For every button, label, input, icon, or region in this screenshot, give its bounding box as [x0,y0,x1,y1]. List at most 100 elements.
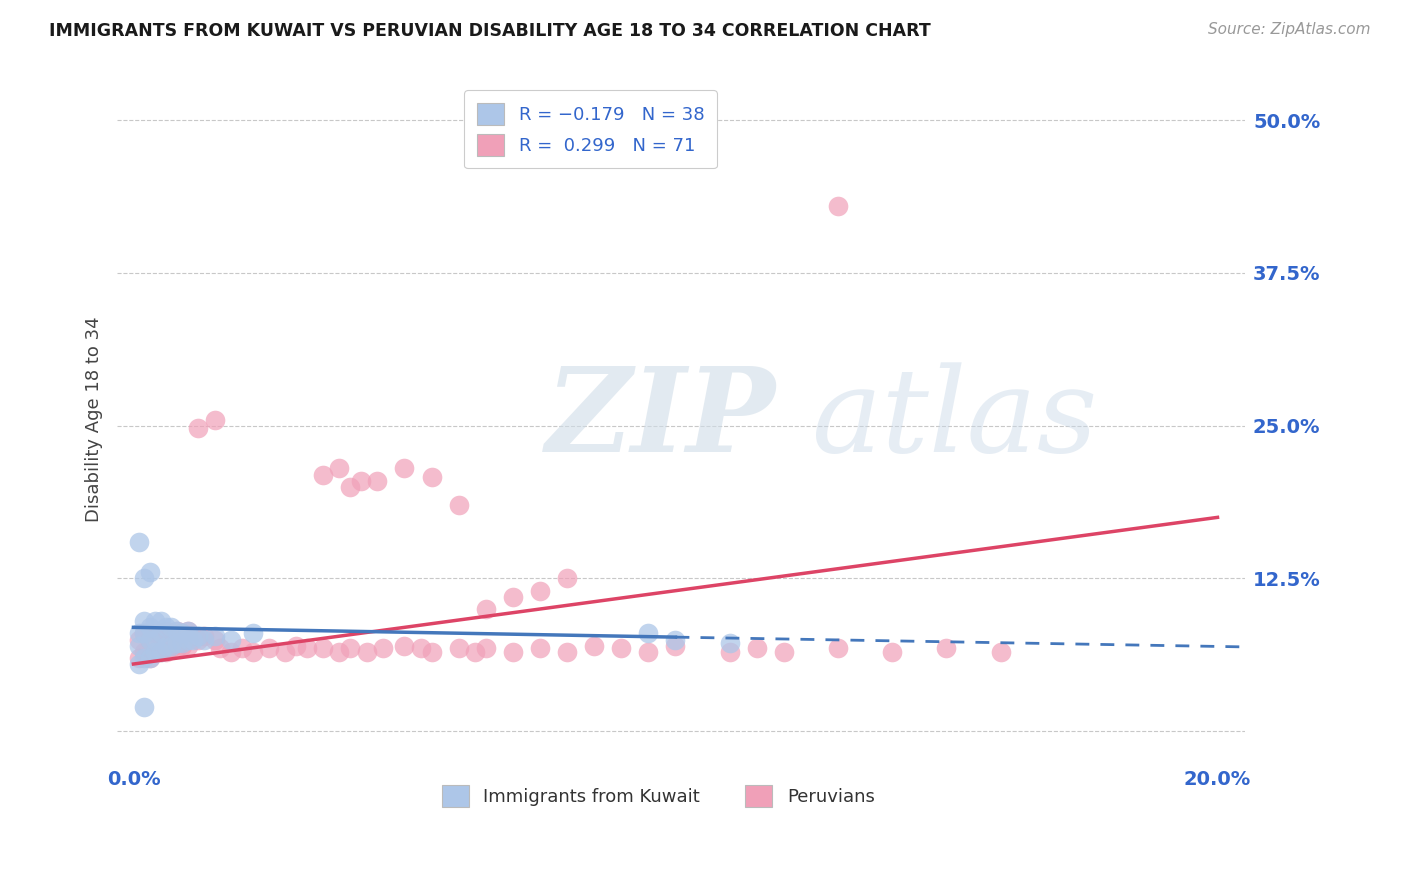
Point [143,632,166,647]
Point [172,626,194,640]
Point [328,461,350,475]
Point [149,626,172,640]
Point [149,645,172,659]
Point [143,645,166,659]
Point [420,470,443,484]
Point [474,641,496,656]
Point [172,626,194,640]
Point [555,572,578,586]
Point [166,624,188,638]
Point [637,645,659,659]
Point [172,639,194,653]
Point [187,629,209,643]
Point [128,626,150,640]
Point [193,632,215,647]
Point [176,632,198,647]
Point [160,626,183,640]
Point [366,474,388,488]
Point [155,645,177,659]
Point [155,620,177,634]
Point [166,636,188,650]
Point [583,639,606,653]
Point [637,626,659,640]
Point [312,467,335,482]
Point [128,639,150,653]
Point [464,645,486,659]
Point [149,614,172,628]
Point [149,626,172,640]
Point [718,636,741,650]
Point [166,641,188,656]
Point [420,645,443,659]
Point [935,641,957,656]
Point [242,626,264,640]
Point [339,641,361,656]
Point [242,645,264,659]
Point [356,645,378,659]
Point [204,412,226,426]
Point [166,624,188,638]
Point [664,632,686,647]
Point [610,641,633,656]
Point [394,639,416,653]
Point [128,651,150,665]
Point [187,421,209,435]
Text: atlas: atlas [810,362,1097,477]
Point [502,645,524,659]
Point [371,641,394,656]
Point [219,632,242,647]
Point [827,199,849,213]
Point [155,639,177,653]
Point [474,602,496,616]
Point [664,639,686,653]
Point [990,645,1012,659]
Point [312,641,335,656]
Point [209,641,232,656]
Point [134,614,156,628]
Point [502,590,524,604]
Point [231,641,253,656]
Point [138,651,160,665]
Point [285,639,308,653]
Point [138,632,160,647]
Point [409,641,432,656]
Text: ZIP: ZIP [546,362,776,477]
Point [339,480,361,494]
Point [447,498,470,512]
Point [193,629,215,643]
Point [181,632,204,647]
Text: Source: ZipAtlas.com: Source: ZipAtlas.com [1208,22,1371,37]
Point [328,645,350,659]
Point [128,657,150,671]
Point [350,474,373,488]
Point [138,620,160,634]
Point [204,629,226,643]
Point [773,645,796,659]
Point [176,624,198,638]
Point [745,641,768,656]
Point [176,639,198,653]
Point [155,624,177,638]
Point [219,645,242,659]
Point [134,651,156,665]
Point [295,641,318,656]
Point [143,626,166,640]
Point [529,583,551,598]
Point [394,461,416,475]
Point [134,626,156,640]
Point [827,641,849,656]
Point [143,614,166,628]
Point [138,632,160,647]
Point [555,645,578,659]
Point [143,645,166,659]
Point [138,566,160,580]
Text: IMMIGRANTS FROM KUWAIT VS PERUVIAN DISABILITY AGE 18 TO 34 CORRELATION CHART: IMMIGRANTS FROM KUWAIT VS PERUVIAN DISAB… [49,22,931,40]
Point [529,641,551,656]
Point [134,572,156,586]
Point [128,534,150,549]
Point [204,632,226,647]
Point [160,641,183,656]
Y-axis label: Disability Age 18 to 34: Disability Age 18 to 34 [86,317,103,523]
Point [160,620,183,634]
Point [172,636,194,650]
